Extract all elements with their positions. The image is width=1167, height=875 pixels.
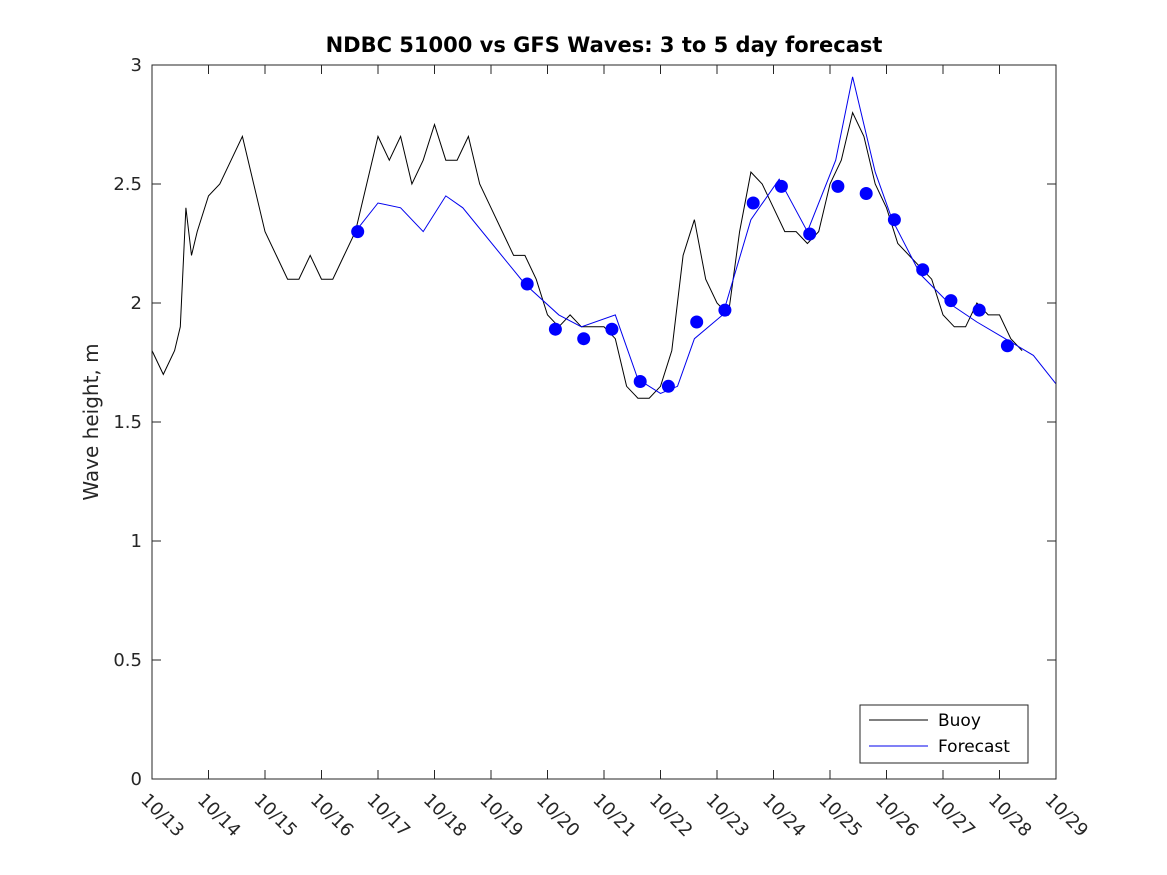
x-tick-label: 10/20: [532, 790, 584, 842]
y-tick-label: 1: [131, 531, 142, 552]
forecast-series-line: [355, 76, 1057, 394]
forecast-marker: [944, 294, 958, 308]
buoy-series-line: [151, 111, 1023, 399]
y-tick-label: 1.5: [113, 412, 142, 433]
x-tick-label: 10/14: [193, 790, 245, 842]
forecast-marker: [887, 213, 901, 227]
forecast-marker: [746, 196, 760, 210]
y-tick-label: 3: [131, 55, 142, 76]
x-tick-label: 10/16: [306, 790, 358, 842]
forecast-line-layer: [355, 76, 1057, 394]
forecast-marker: [577, 332, 591, 346]
y-tick-label: 0: [131, 769, 142, 790]
x-tick-label: 10/21: [588, 790, 640, 842]
forecast-marker: [718, 303, 732, 317]
x-tick-label: 10/29: [1040, 790, 1092, 842]
forecast-marker: [972, 303, 986, 317]
y-axis-label: Wave height, m: [79, 343, 103, 500]
x-tick-label: 10/19: [475, 790, 527, 842]
forecast-marker: [351, 225, 365, 239]
forecast-marker: [605, 322, 619, 336]
x-tick-label: 10/27: [927, 790, 979, 842]
legend-box: [859, 704, 1029, 764]
legend-buoy-label: Buoy: [938, 711, 981, 731]
forecast-marker: [774, 179, 788, 193]
forecast-marker: [1000, 339, 1014, 353]
x-tick-label: 10/23: [701, 790, 753, 842]
legend-forecast-label: Forecast: [938, 737, 1010, 757]
x-tick-label: 10/13: [136, 790, 188, 842]
forecast-marker: [803, 227, 817, 241]
x-tick-label: 10/22: [645, 790, 697, 842]
y-tick-label: 2.5: [113, 174, 142, 195]
forecast-marker: [661, 379, 675, 393]
x-tick-label: 10/25: [814, 790, 866, 842]
chart-title: NDBC 51000 vs GFS Waves: 3 to 5 day fore…: [326, 33, 883, 57]
forecast-marker: [633, 375, 647, 388]
y-tick-label: 2: [131, 293, 142, 314]
x-tick-label: 10/28: [984, 790, 1036, 842]
y-tick-label: 0.5: [113, 650, 142, 671]
x-tick-label: 10/26: [871, 790, 923, 842]
forecast-marker: [548, 322, 562, 336]
forecast-marker-layer: [351, 179, 1014, 393]
plot-background: [152, 65, 1056, 779]
x-tick-label: 10/17: [362, 790, 414, 842]
x-tick-label: 10/24: [758, 790, 810, 842]
forecast-marker: [690, 315, 704, 329]
forecast-marker: [916, 263, 930, 277]
x-tick-label: 10/18: [419, 790, 471, 842]
forecast-marker: [831, 179, 845, 193]
forecast-marker: [520, 277, 534, 291]
legend: Buoy Forecast: [859, 704, 1029, 764]
forecast-marker: [859, 187, 873, 200]
buoy-line-layer: [151, 111, 1023, 399]
x-tick-label: 10/15: [249, 790, 301, 842]
